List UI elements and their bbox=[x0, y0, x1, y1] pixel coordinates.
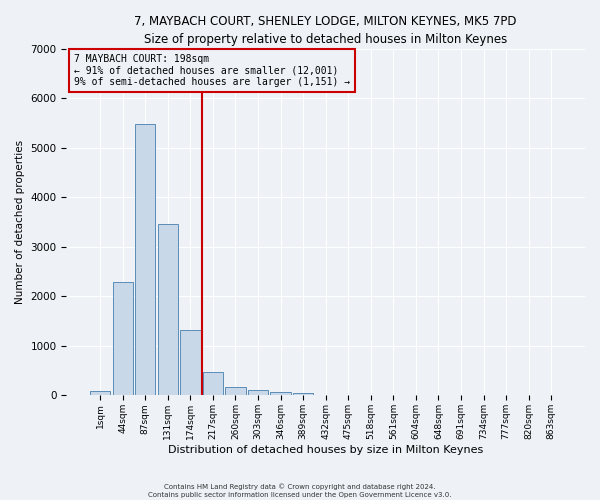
Text: Contains HM Land Registry data © Crown copyright and database right 2024.
Contai: Contains HM Land Registry data © Crown c… bbox=[148, 484, 452, 498]
Title: 7, MAYBACH COURT, SHENLEY LODGE, MILTON KEYNES, MK5 7PD
Size of property relativ: 7, MAYBACH COURT, SHENLEY LODGE, MILTON … bbox=[134, 15, 517, 46]
Bar bbox=[203, 372, 223, 396]
Bar bbox=[271, 392, 291, 396]
X-axis label: Distribution of detached houses by size in Milton Keynes: Distribution of detached houses by size … bbox=[168, 445, 484, 455]
Text: 7 MAYBACH COURT: 198sqm
← 91% of detached houses are smaller (12,001)
9% of semi: 7 MAYBACH COURT: 198sqm ← 91% of detache… bbox=[74, 54, 350, 87]
Y-axis label: Number of detached properties: Number of detached properties bbox=[15, 140, 25, 304]
Bar bbox=[113, 282, 133, 396]
Bar bbox=[293, 394, 313, 396]
Bar bbox=[248, 390, 268, 396]
Bar bbox=[135, 124, 155, 396]
Bar bbox=[90, 392, 110, 396]
Bar bbox=[180, 330, 200, 396]
Bar bbox=[158, 224, 178, 396]
Bar bbox=[226, 388, 245, 396]
